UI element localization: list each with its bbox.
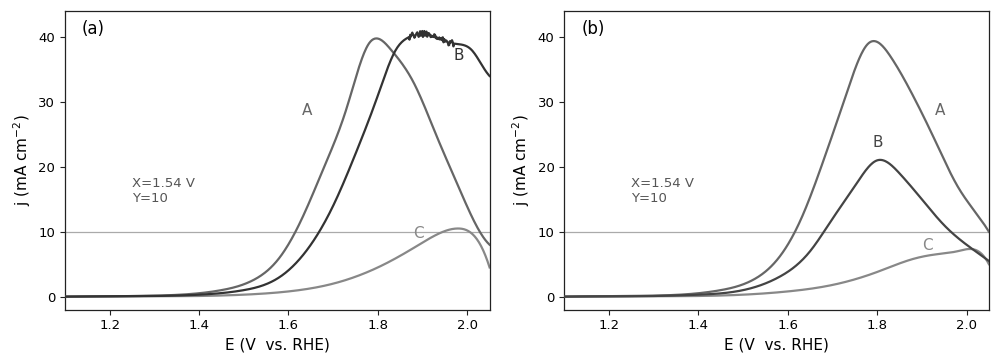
X-axis label: E (V  vs. RHE): E (V vs. RHE) [225,338,330,353]
Text: C: C [922,238,932,253]
Y-axis label: j (mA cm$^{-2}$): j (mA cm$^{-2}$) [510,115,532,206]
Text: (b): (b) [581,20,605,38]
Text: C: C [414,226,424,241]
Text: A: A [935,103,946,118]
Text: X=1.54 V
Y=10: X=1.54 V Y=10 [631,177,694,205]
Text: A: A [302,103,312,118]
Text: B: B [873,135,883,150]
X-axis label: E (V  vs. RHE): E (V vs. RHE) [724,338,829,353]
Text: B: B [454,48,464,63]
Text: (a): (a) [82,20,105,38]
Y-axis label: j (mA cm$^{-2}$): j (mA cm$^{-2}$) [11,115,33,206]
Text: X=1.54 V
Y=10: X=1.54 V Y=10 [132,177,195,205]
